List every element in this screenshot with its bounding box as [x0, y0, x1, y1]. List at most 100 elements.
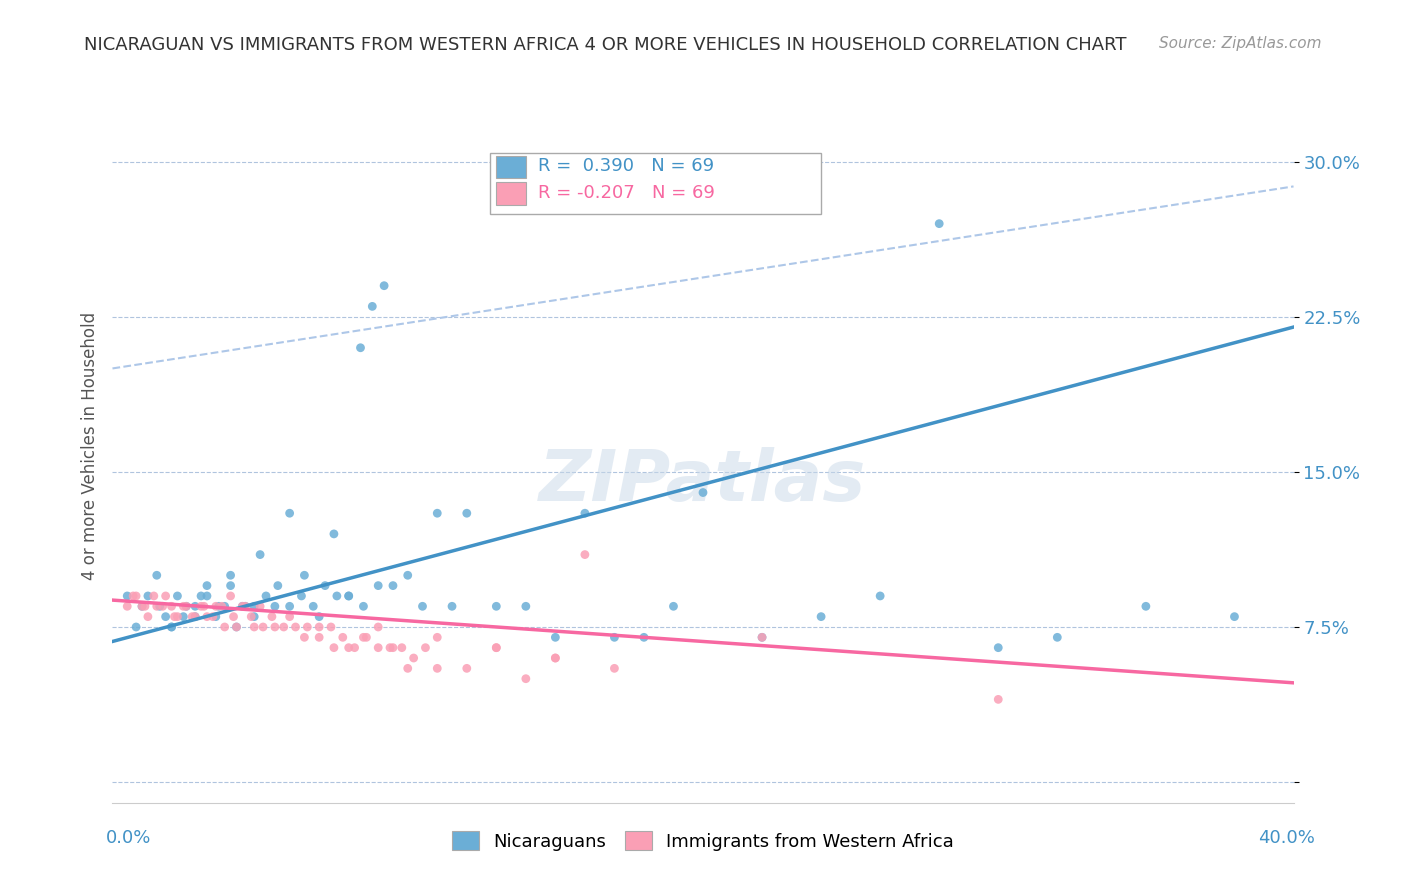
Point: [214, 599, 236, 614]
Point: [343, 640, 366, 655]
Point: [201, 609, 224, 624]
Point: [415, 640, 437, 655]
Point: [243, 599, 266, 614]
Point: [382, 579, 405, 593]
Point: [240, 609, 263, 624]
Point: [402, 651, 425, 665]
Point: [426, 661, 449, 675]
Point: [160, 620, 183, 634]
Point: [231, 599, 253, 614]
Text: R = -0.207   N = 69: R = -0.207 N = 69: [537, 184, 714, 202]
Point: [231, 599, 253, 614]
Text: NICARAGUAN VS IMMIGRANTS FROM WESTERN AFRICA 4 OR MORE VEHICLES IN HOUSEHOLD COR: NICARAGUAN VS IMMIGRANTS FROM WESTERN AF…: [84, 36, 1126, 54]
Point: [131, 599, 153, 614]
Point: [125, 620, 148, 634]
Point: [302, 599, 325, 614]
Point: [751, 630, 773, 644]
Point: [337, 589, 360, 603]
Point: [125, 589, 148, 603]
Point: [1046, 630, 1069, 644]
Point: [190, 589, 212, 603]
Point: [278, 609, 301, 624]
Point: [662, 599, 685, 614]
Point: [134, 599, 156, 614]
Point: [297, 620, 319, 634]
Point: [264, 599, 287, 614]
Point: [243, 620, 266, 634]
Point: [373, 278, 395, 293]
Point: [249, 548, 271, 562]
Point: [367, 620, 389, 634]
Point: [195, 579, 218, 593]
Point: [254, 589, 277, 603]
Point: [122, 589, 145, 603]
Point: [290, 589, 312, 603]
Point: [278, 506, 301, 520]
Point: [544, 651, 567, 665]
Point: [292, 568, 315, 582]
Point: [810, 609, 832, 624]
Point: [367, 640, 389, 655]
Point: [692, 485, 714, 500]
Point: [391, 640, 413, 655]
Point: [174, 599, 197, 614]
Point: [337, 589, 360, 603]
Point: [205, 609, 228, 624]
Point: [142, 589, 165, 603]
Point: [987, 640, 1010, 655]
Point: [987, 692, 1010, 706]
Point: [146, 568, 169, 582]
Point: [361, 299, 384, 313]
Point: [219, 579, 242, 593]
Point: [928, 217, 950, 231]
Point: [352, 599, 374, 614]
Point: [136, 609, 159, 624]
Point: [574, 548, 596, 562]
Text: R =  0.390   N = 69: R = 0.390 N = 69: [537, 157, 714, 175]
Point: [233, 599, 256, 614]
Legend: Nicaraguans, Immigrants from Western Africa: Nicaraguans, Immigrants from Western Afr…: [444, 824, 962, 858]
Point: [323, 527, 346, 541]
Point: [174, 599, 197, 614]
Point: [172, 599, 194, 614]
Point: [396, 661, 419, 675]
Point: [319, 620, 342, 634]
Point: [485, 640, 508, 655]
Point: [155, 589, 177, 603]
Point: [326, 589, 349, 603]
Point: [163, 609, 186, 624]
Point: [225, 620, 247, 634]
Point: [485, 640, 508, 655]
Point: [214, 620, 236, 634]
FancyBboxPatch shape: [496, 155, 526, 178]
Point: [172, 609, 194, 624]
Point: [352, 630, 374, 644]
Point: [323, 640, 346, 655]
Text: 0.0%: 0.0%: [105, 829, 150, 847]
Point: [193, 599, 215, 614]
Point: [195, 589, 218, 603]
Point: [195, 609, 218, 624]
Point: [441, 599, 464, 614]
Text: ZIPatlas: ZIPatlas: [540, 447, 866, 516]
Point: [367, 579, 389, 593]
Point: [349, 341, 371, 355]
Point: [396, 568, 419, 582]
Point: [225, 620, 247, 634]
Point: [273, 620, 295, 634]
Point: [292, 630, 315, 644]
Point: [308, 620, 330, 634]
Point: [356, 630, 378, 644]
Point: [208, 599, 231, 614]
Point: [131, 599, 153, 614]
Text: 40.0%: 40.0%: [1258, 829, 1315, 847]
Point: [249, 599, 271, 614]
Point: [1223, 609, 1246, 624]
Point: [160, 620, 183, 634]
Point: [211, 599, 233, 614]
Y-axis label: 4 or more Vehicles in Household: 4 or more Vehicles in Household: [80, 312, 98, 580]
Point: [426, 630, 449, 644]
Point: [136, 589, 159, 603]
Point: [378, 640, 401, 655]
Text: Source: ZipAtlas.com: Source: ZipAtlas.com: [1159, 36, 1322, 51]
